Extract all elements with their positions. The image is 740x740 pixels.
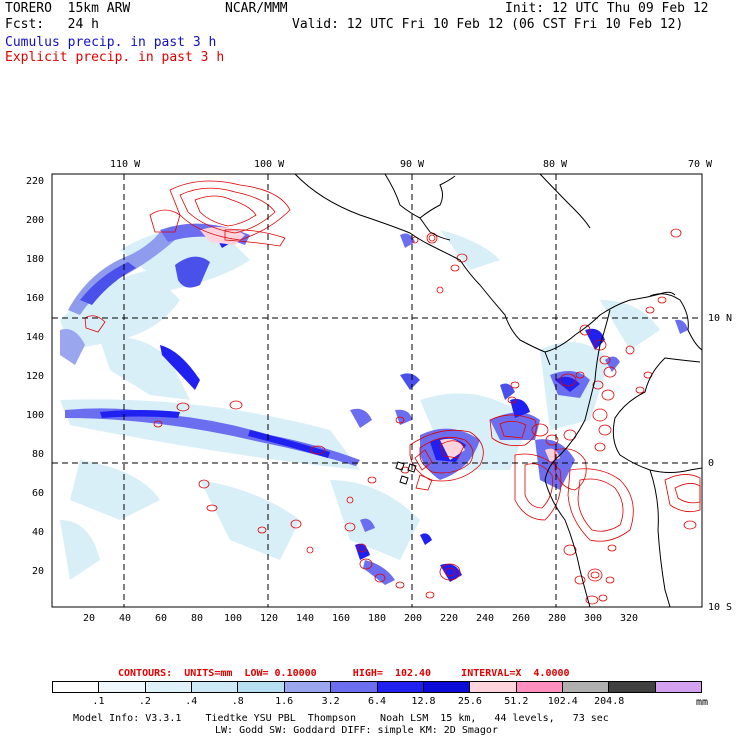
colorbar-swatch [283, 682, 331, 692]
colorbar-swatch [422, 682, 470, 692]
colorbar-label: 102.4 [547, 696, 578, 707]
x-tick-label: 300 [584, 613, 603, 624]
colorbar-swatch [53, 682, 99, 692]
x-tick-label: 200 [404, 613, 423, 624]
x-tick-label: 160 [332, 613, 351, 624]
colorbar-label: 12.8 [411, 696, 436, 707]
colorbar-label: 204.8 [594, 696, 625, 707]
colorbar-swatch [191, 682, 238, 692]
lat-label-0: 0 [708, 458, 715, 469]
lon-label-100w: 100 W [254, 159, 285, 170]
y-tick-label: 60 [32, 488, 45, 499]
x-tick-label: 320 [620, 613, 639, 624]
x-tick-label: 240 [476, 613, 495, 624]
lat-label-10n: 10 N [708, 313, 733, 324]
x-tick-label: 180 [368, 613, 387, 624]
colorbar-label: 25.6 [457, 696, 482, 707]
contour-info: CONTOURS: UNITS=mm LOW= 0.10000 HIGH= 10… [118, 668, 570, 679]
lon-label-110w: 110 W [110, 159, 141, 170]
x-tick-label: 260 [512, 613, 531, 624]
forecast-hour: Fcst: 24 h [5, 17, 99, 32]
y-tick-label: 140 [26, 332, 45, 343]
lon-label-90w: 90 W [400, 159, 425, 170]
y-tick-label: 200 [26, 215, 45, 226]
y-tick-label: 40 [32, 527, 45, 538]
colorbar-swatch [469, 682, 516, 692]
y-tick-label: 80 [32, 449, 45, 460]
colorbar-swatch [144, 682, 192, 692]
colorbar-label: 1.6 [275, 696, 294, 707]
colorbar-units: mm [696, 697, 709, 708]
colorbar-label: .8 [231, 696, 244, 707]
colorbar-swatch [98, 682, 145, 692]
x-tick-label: 80 [191, 613, 204, 624]
x-tick-label: 220 [440, 613, 459, 624]
graticule-lines [52, 174, 702, 607]
colorbar-label: 6.4 [368, 696, 387, 707]
y-tick-label: 20 [32, 566, 45, 577]
colorbar-labels: .1 .2 .4 .8 1.6 3.2 6.4 12.8 25.6 51.2 102.4 204.8 [52, 695, 702, 707]
organization-label: NCAR/MMM [225, 1, 288, 16]
model-info: Model Info: V3.3.1 Tiedtke YSU PBL Thomp… [73, 713, 609, 724]
cumulus-precip-label: Cumulus precip. in past 3 h [5, 35, 217, 50]
colorbar [52, 681, 702, 693]
y-tick-label: 100 [26, 410, 45, 421]
lon-label-80w: 80 W [543, 159, 568, 170]
physics-info: LW: Godd SW: Goddard DIFF: simple KM: 2D… [215, 725, 498, 736]
lon-label-70w: 70 W [688, 159, 713, 170]
colorbar-swatch [561, 682, 609, 692]
explicit-precip-label: Explicit precip. in past 3 h [5, 50, 225, 65]
colorbar-swatch [330, 682, 377, 692]
model-title: TORERO 15km ARW [5, 1, 131, 16]
colorbar-swatch [515, 682, 562, 692]
colorbar-label: .4 [185, 696, 198, 707]
x-tick-label: 60 [155, 613, 168, 624]
colorbar-label: .2 [138, 696, 151, 707]
colorbar-label: 3.2 [321, 696, 340, 707]
valid-time: Valid: 12 UTC Fri 10 Feb 12 (06 CST Fri … [292, 17, 684, 32]
x-tick-label: 280 [548, 613, 567, 624]
colorbar-swatch [608, 682, 655, 692]
x-tick-label: 120 [260, 613, 279, 624]
colorbar-swatch [237, 682, 284, 692]
colorbar-label: .1 [92, 696, 105, 707]
y-tick-label: 160 [26, 293, 45, 304]
lat-label-10s: 10 S [708, 602, 733, 613]
x-tick-label: 100 [224, 613, 243, 624]
colorbar-swatch [654, 682, 702, 692]
coastlines [294, 173, 703, 608]
colorbar-label: 51.2 [504, 696, 529, 707]
y-tick-label: 180 [26, 254, 45, 265]
x-tick-label: 140 [296, 613, 315, 624]
colorbar-swatch [376, 682, 423, 692]
explicit-precip-contours [84, 180, 701, 605]
x-tick-label: 40 [119, 613, 132, 624]
x-tick-label: 20 [83, 613, 96, 624]
y-tick-label: 120 [26, 371, 45, 382]
init-time: Init: 12 UTC Thu 09 Feb 12 [505, 1, 709, 16]
y-tick-label: 220 [26, 176, 45, 187]
